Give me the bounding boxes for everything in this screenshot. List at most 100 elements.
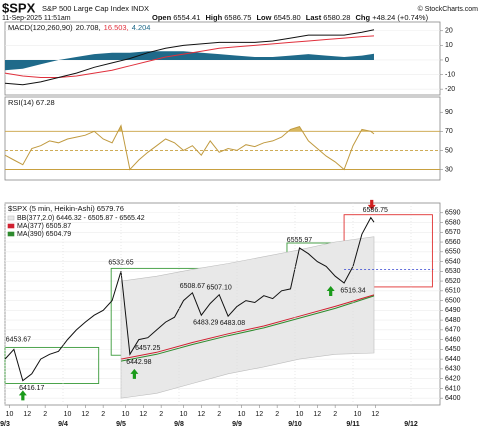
panel: 6400 6410 6420 6430 6440 6450 6460 6470 6480 6490… [0, 199, 461, 428]
y-tick-label: 6450 [445, 346, 461, 353]
instrument-name: S&P 500 Large Cap Index INDX [42, 4, 149, 13]
quote-label: High [205, 13, 222, 22]
price-annotation: 6555.97 [287, 237, 312, 244]
price-annotation: 6483.29 [193, 320, 218, 327]
quote-label: Chg [356, 13, 371, 22]
y-tick-label: 6490 [445, 307, 461, 314]
x-tick-label: 10 [64, 411, 72, 418]
credit: © StockCharts.com [418, 5, 479, 13]
y-tick-label: 6520 [445, 278, 461, 285]
y-tick-label: 50 [445, 147, 453, 154]
y-tick-label: 6580 [445, 219, 461, 226]
legend-swatch [7, 215, 15, 221]
legend-entry: 4.204 [132, 23, 151, 32]
price-annotation: 6442.98 [126, 359, 151, 366]
date-label: 9/3 [0, 421, 10, 428]
quote-label: Low [256, 13, 271, 22]
price-annotation: 6586.75 [363, 207, 388, 214]
y-tick-label: 6430 [445, 366, 461, 373]
legend-swatch [7, 231, 15, 237]
panel: 30 50 70 90 RSI(14) 67.28 [4, 96, 453, 181]
x-tick-label: 2 [43, 411, 47, 418]
date-label: 9/4 [58, 421, 68, 428]
quote-value: 6554.41 [173, 13, 200, 22]
legend-entry: 20.708, [76, 23, 101, 32]
y-tick-label: 6420 [445, 375, 461, 382]
y-tick-label: 6440 [445, 356, 461, 363]
y-tick-label: 10 [445, 42, 453, 49]
x-tick-label: 12 [313, 411, 321, 418]
price-annotation: 6508.67 [180, 283, 205, 290]
bollinger-band [120, 236, 375, 399]
price-annotation: 6483.08 [220, 320, 245, 327]
legend-entry: 16.503, [104, 23, 129, 32]
date-label: 9/8 [174, 421, 184, 428]
x-tick-label: 12 [371, 411, 379, 418]
y-tick-label: 70 [445, 128, 453, 135]
price-annotation: 6416.17 [19, 385, 44, 392]
quote-value: 6586.75 [224, 13, 251, 22]
series-line [120, 294, 375, 360]
quote: Open 6554.41 High 6586.75 Low 6545.80 La… [152, 13, 429, 22]
date-label: 9/12 [404, 421, 418, 428]
y-tick-label: 6560 [445, 239, 461, 246]
y-tick-label: 6400 [445, 395, 461, 402]
y-tick-label: 90 [445, 109, 453, 116]
panel: -20 -10 0 10 20 MACD(120,260,90) 20.708, 16.503… [4, 21, 455, 96]
legend-entry: BB(377,2.0) 6446.32 - 6505.87 - 6565.42 [17, 215, 145, 222]
quote-value: 6580.28 [323, 13, 350, 22]
quote-date: 11-Sep-2025 11:51am [2, 15, 71, 22]
y-tick-label: -10 [445, 71, 455, 78]
series-line [4, 124, 375, 171]
signal-arrow [130, 368, 139, 379]
y-tick-label: 6510 [445, 288, 461, 295]
panel-frame [4, 96, 441, 181]
series-line [120, 295, 375, 362]
quote-label: Last [306, 13, 322, 22]
y-tick-label: 6550 [445, 249, 461, 256]
panel-title: RSI(14) 67.28 [8, 98, 55, 107]
signal-arrow [18, 390, 27, 401]
x-tick-label: 2 [217, 411, 221, 418]
x-tick-label: 10 [122, 411, 130, 418]
x-tick-label: 2 [275, 411, 279, 418]
price-annotation: 6453.67 [6, 337, 31, 344]
signal-arrow [326, 285, 335, 296]
series-line [4, 35, 375, 78]
x-tick-label: 12 [139, 411, 147, 418]
legend-entry: MA(390) 6504.79 [17, 231, 71, 238]
y-tick-label: 6500 [445, 297, 461, 304]
signal-arrow [367, 199, 376, 210]
x-tick-label: 10 [238, 411, 246, 418]
x-tick-label: 12 [23, 411, 31, 418]
series-line [4, 216, 375, 382]
x-tick-label: 2 [159, 411, 163, 418]
symbol: $SPX [2, 0, 36, 15]
y-tick-label: 6480 [445, 317, 461, 324]
date-label: 9/11 [346, 421, 359, 428]
y-tick-label: 6570 [445, 229, 461, 236]
y-tick-label: 6540 [445, 258, 461, 265]
x-tick-label: 12 [255, 411, 263, 418]
x-tick-label: 12 [81, 411, 89, 418]
price-annotation: 6507.10 [206, 284, 231, 291]
y-tick-label: 6590 [445, 210, 461, 217]
date-label: 9/9 [232, 421, 242, 428]
x-tick-label: 2 [101, 411, 105, 418]
legend-swatch [7, 223, 15, 229]
y-tick-label: 6460 [445, 336, 461, 343]
series-line [4, 29, 375, 86]
y-tick-label: -20 [445, 86, 455, 93]
quote-label: Open [152, 13, 172, 22]
x-tick-label: 12 [197, 411, 205, 418]
x-tick-label: 10 [180, 411, 188, 418]
panel-title: MACD(120,260,90) [8, 23, 73, 32]
x-tick-label: 10 [296, 411, 304, 418]
y-tick-label: 6470 [445, 327, 461, 334]
x-tick-label: 10 [354, 411, 362, 418]
histogram-area [5, 51, 374, 71]
y-tick-label: 6530 [445, 268, 461, 275]
legend-entry: MA(377) 6505.87 [17, 223, 71, 230]
y-tick-label: 0 [445, 57, 449, 64]
